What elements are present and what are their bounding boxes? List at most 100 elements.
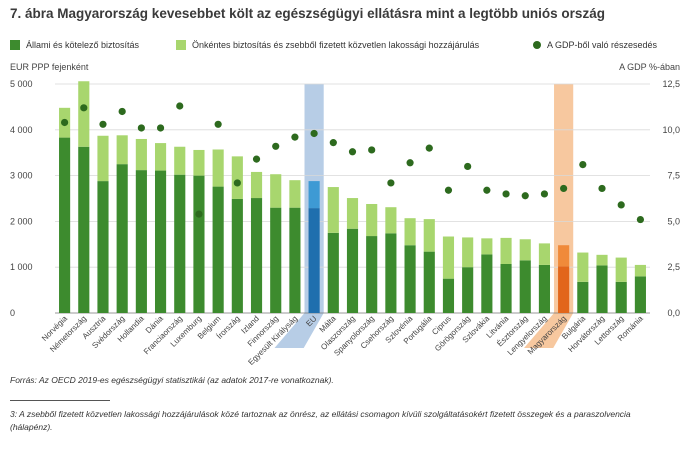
bar-private (596, 254, 608, 266)
gdp-share-point (233, 179, 241, 187)
legend-item-public: Állami és kötelező biztosítás (10, 40, 139, 50)
chart-area: 0 1 000 2 000 3 000 4 000 5 000 0,0 2,5 5,0 7,5 10… (10, 62, 680, 367)
bar-private (174, 146, 186, 175)
bar-public (558, 266, 570, 313)
bar-public (442, 278, 455, 313)
legend-swatch-private (176, 40, 186, 50)
source-note: Forrás: Az OECD 2019-es egészségügyi sta… (10, 375, 334, 385)
y2-tick-label: 5,0 (667, 216, 680, 226)
gdp-share-point (502, 190, 510, 198)
y-tick-label: 5 000 (10, 79, 33, 89)
gdp-share-point (80, 104, 88, 112)
bar-private (366, 203, 378, 237)
bar-public (212, 186, 224, 313)
gdp-share-point (60, 118, 69, 127)
bar-private (308, 181, 320, 209)
bar-private (193, 149, 205, 176)
bar-public (404, 245, 416, 313)
bar-private (154, 143, 167, 171)
gdp-share-point (464, 162, 472, 171)
gdp-share-point (368, 146, 376, 154)
gdp-share-point (617, 201, 625, 209)
bar-public (78, 146, 90, 313)
bar-private (615, 257, 627, 282)
bar-public (193, 175, 205, 313)
y-axis-label: EUR PPP fejenként (10, 62, 89, 72)
gdp-share-point (156, 124, 165, 132)
legend-marker-gdp (533, 41, 541, 49)
bar-public (250, 198, 263, 313)
bar-private (346, 198, 359, 229)
bar-private (519, 239, 531, 261)
bar-private (423, 219, 435, 252)
footnote: 3: A zsebből fizetett közvetlen lakosság… (10, 409, 631, 432)
bar-private (250, 171, 263, 199)
gdp-share-point (444, 186, 453, 194)
bar-public (308, 208, 320, 313)
bar-private (135, 138, 147, 171)
bar-private (538, 243, 551, 265)
bar-private (558, 245, 570, 267)
bar-public (577, 281, 589, 313)
gdp-share-point (214, 120, 222, 128)
bar-private (231, 156, 243, 199)
bar-public (97, 181, 109, 313)
footnote-divider (10, 400, 110, 401)
bar-private (442, 236, 455, 279)
gdp-share-point (540, 190, 549, 198)
gdp-share-point (329, 139, 337, 147)
bar-public (135, 170, 147, 313)
bar-private (327, 187, 339, 233)
bar-public (634, 276, 646, 313)
gdp-share-point (310, 129, 318, 138)
bar-public (481, 254, 493, 313)
gdp-share-point (99, 120, 107, 128)
legend-label-gdp: A GDP-ből való részesedés (547, 40, 658, 50)
gdp-share-point (560, 184, 568, 193)
gdp-share-point (118, 107, 126, 116)
bar-private (270, 174, 282, 208)
gdp-share-point (598, 184, 606, 193)
y-tick-label: 2 000 (10, 216, 33, 226)
legend: Állami és kötelező biztosítás Önkéntes b… (10, 40, 690, 54)
bar-public (385, 233, 397, 313)
bar-public (174, 174, 186, 313)
bar-private (97, 135, 109, 182)
gdp-share-point (387, 179, 395, 187)
bar-public (231, 198, 243, 313)
legend-label-private: Önkéntes biztosítás és zsebből fizetett … (192, 40, 480, 50)
bar-private (500, 237, 512, 264)
bar-public (596, 265, 608, 313)
y-tick-label: 0 (10, 308, 15, 318)
bar-private (289, 180, 301, 208)
bar-public (462, 267, 474, 313)
bar-public (154, 170, 167, 313)
bar-public (270, 207, 282, 313)
legend-item-gdp: A GDP-ből való részesedés (533, 40, 657, 50)
gdp-share-point (636, 215, 645, 224)
chart-title: 7. ábra Magyarország kevesebbet költ az … (10, 6, 605, 21)
gdp-share-point (272, 142, 280, 150)
bar-private (462, 237, 474, 268)
bar-public (615, 281, 627, 313)
bar-public (519, 260, 531, 313)
gdp-share-point (483, 186, 491, 194)
bar-public (289, 207, 301, 313)
gdp-share-point (252, 155, 261, 163)
y-tick-label: 4 000 (10, 125, 33, 135)
bar-private (634, 264, 646, 277)
legend-item-private: Önkéntes biztosítás és zsebből fizetett … (176, 40, 479, 50)
y2-tick-label: 10,0 (662, 125, 680, 135)
gdp-share-point (195, 210, 203, 218)
gdp-share-point (425, 144, 433, 152)
y-tick-label: 3 000 (10, 171, 33, 181)
gdp-share-point (406, 159, 414, 167)
gdp-share-point (521, 192, 529, 200)
legend-swatch-public (10, 40, 20, 50)
bar-private (78, 81, 90, 147)
bar-public (423, 251, 435, 313)
y-tick-label: 1 000 (10, 262, 33, 272)
y2-tick-label: 2,5 (667, 262, 680, 272)
legend-label-public: Állami és kötelező biztosítás (26, 40, 140, 50)
bar-public (116, 164, 128, 313)
